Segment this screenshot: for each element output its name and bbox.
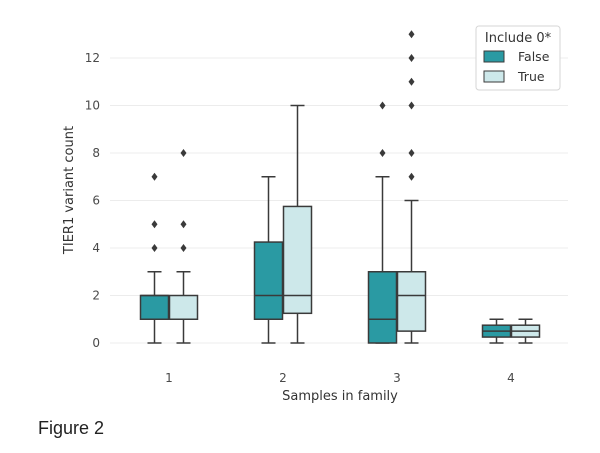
outlier-point bbox=[408, 172, 415, 181]
outlier-point bbox=[151, 172, 158, 181]
outlier-point bbox=[180, 149, 187, 157]
box-plots bbox=[139, 30, 541, 344]
outlier-point bbox=[379, 101, 386, 110]
x-tick-labels: 1 2 3 4 bbox=[165, 371, 515, 385]
outlier-point bbox=[151, 244, 158, 252]
legend-label-true: True bbox=[517, 69, 545, 84]
outlier-point bbox=[408, 30, 415, 39]
x-tick-label: 3 bbox=[393, 371, 401, 385]
outlier-point bbox=[408, 101, 415, 110]
legend-label-false: False bbox=[518, 49, 550, 64]
box-iqr bbox=[396, 271, 427, 332]
y-tick-label: 10 bbox=[85, 99, 100, 113]
box-iqr bbox=[168, 294, 199, 320]
box-iqr bbox=[367, 271, 398, 344]
box-false-4 bbox=[481, 318, 512, 344]
x-tick-label: 4 bbox=[507, 371, 515, 385]
y-tick-label: 6 bbox=[92, 194, 100, 208]
outlier-point bbox=[408, 149, 415, 157]
figure-caption: Figure 2 bbox=[38, 418, 105, 438]
legend-swatch-false bbox=[483, 50, 505, 63]
outlier-point bbox=[408, 54, 415, 62]
legend-title: Include 0* bbox=[485, 31, 552, 46]
y-tick-label: 2 bbox=[92, 289, 100, 303]
outlier-point bbox=[180, 220, 187, 229]
x-axis-title: Samples in family bbox=[282, 389, 398, 404]
outlier-point bbox=[408, 77, 415, 86]
box-false-2 bbox=[253, 176, 284, 344]
y-tick-label: 8 bbox=[92, 146, 100, 160]
box-false-1 bbox=[139, 172, 170, 344]
y-tick-label: 12 bbox=[85, 51, 100, 65]
y-tick-labels: 0 2 4 6 8 10 12 bbox=[85, 51, 100, 350]
x-tick-label: 1 bbox=[165, 371, 173, 385]
outlier-point bbox=[379, 149, 386, 157]
box-true-3 bbox=[396, 30, 427, 344]
y-tick-label: 4 bbox=[92, 241, 100, 255]
y-tick-label: 0 bbox=[92, 336, 100, 350]
legend-swatch-true bbox=[483, 70, 505, 83]
box-iqr bbox=[282, 205, 313, 315]
box-iqr bbox=[139, 294, 170, 320]
y-axis-title: TIER1 variant count bbox=[62, 126, 77, 255]
box-true-2 bbox=[282, 104, 313, 344]
box-true-1 bbox=[168, 149, 199, 344]
x-tick-label: 2 bbox=[279, 371, 287, 385]
outlier-point bbox=[151, 220, 158, 229]
outlier-point bbox=[180, 244, 187, 252]
box-false-3 bbox=[367, 101, 398, 344]
box-true-4 bbox=[510, 318, 541, 344]
box-iqr bbox=[253, 241, 284, 320]
legend: Include 0* False True bbox=[475, 25, 561, 91]
